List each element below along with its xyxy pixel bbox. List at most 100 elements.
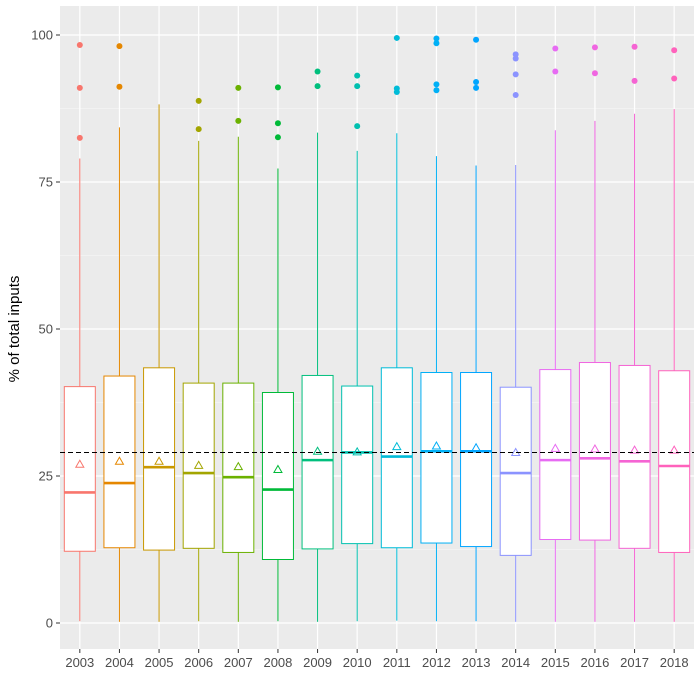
- box-2003: [63, 41, 96, 622]
- outlier-point: [473, 79, 480, 86]
- outlier-point: [433, 40, 440, 47]
- outlier-point: [354, 72, 361, 79]
- box-iqr: [618, 364, 651, 549]
- box-iqr: [420, 372, 453, 544]
- outlier-point: [116, 43, 123, 50]
- box-iqr: [261, 392, 294, 560]
- box-2009: [301, 68, 334, 622]
- outlier-point: [433, 87, 440, 94]
- box-2010: [341, 72, 374, 622]
- outlier-point: [274, 134, 281, 141]
- outlier-point: [354, 83, 361, 90]
- box-series: [63, 34, 691, 622]
- y-tick-label: 25: [39, 469, 53, 484]
- box-2005: [143, 104, 176, 622]
- x-tick-label: 2004: [105, 655, 134, 670]
- outlier-point: [473, 84, 480, 91]
- outlier-point: [195, 126, 202, 133]
- box-iqr: [658, 370, 691, 553]
- box-2017: [618, 43, 651, 622]
- outlier-point: [76, 41, 83, 48]
- x-tick-label: 2006: [184, 655, 213, 670]
- outlier-point: [314, 68, 321, 75]
- box-2008: [261, 84, 294, 622]
- mean-marker: [233, 461, 244, 471]
- x-tick-label: 2012: [422, 655, 451, 670]
- x-tick-label: 2015: [541, 655, 570, 670]
- box-2011: [380, 34, 413, 621]
- outlier-point: [512, 91, 519, 98]
- outlier-point: [473, 36, 480, 43]
- x-tick-label: 2017: [620, 655, 649, 670]
- box-iqr: [143, 367, 176, 551]
- box-iqr: [103, 375, 136, 549]
- outlier-point: [235, 117, 242, 124]
- y-tick-label: 100: [31, 28, 53, 43]
- x-tick-label: 2003: [65, 655, 94, 670]
- outlier-point: [76, 84, 83, 91]
- mean-marker: [154, 456, 164, 465]
- outlier-point: [671, 75, 678, 82]
- mean-marker: [273, 464, 283, 474]
- outlier-point: [433, 35, 440, 42]
- x-tick-label: 2010: [343, 655, 372, 670]
- x-tick-label: 2007: [224, 655, 253, 670]
- outlier-point: [552, 68, 559, 75]
- outlier-point: [274, 120, 281, 127]
- box-iqr: [182, 382, 215, 549]
- mean-marker: [312, 446, 323, 455]
- x-tick-label: 2005: [145, 655, 174, 670]
- y-tick-label: 50: [39, 322, 53, 337]
- mean-marker: [193, 460, 204, 469]
- x-tick-label: 2014: [501, 655, 530, 670]
- mean-marker: [114, 456, 125, 465]
- x-tick-label: 2018: [660, 655, 689, 670]
- outlier-point: [512, 51, 519, 58]
- mean-marker: [550, 443, 561, 452]
- mean-marker: [74, 459, 85, 468]
- box-2004: [103, 43, 136, 622]
- y-axis-title: % of total inputs: [6, 276, 23, 383]
- box-2018: [658, 47, 691, 622]
- outlier-point: [195, 97, 202, 104]
- box-iqr: [460, 372, 493, 548]
- box-iqr: [341, 385, 374, 545]
- box-iqr: [578, 362, 611, 541]
- mean-marker: [391, 441, 402, 451]
- box-2015: [539, 45, 572, 622]
- outlier-point: [354, 123, 361, 130]
- outlier-point: [631, 43, 638, 50]
- outlier-point: [393, 34, 400, 41]
- outlier-point: [512, 55, 519, 62]
- outlier-point: [671, 47, 678, 54]
- box-2016: [578, 44, 611, 622]
- x-tick-label: 2011: [383, 655, 411, 670]
- mean-marker: [431, 441, 442, 450]
- y-axis: 0 25 50 75 100: [31, 28, 60, 631]
- x-axis: 2003 2004 2005 2006 2007 2008 2009 2010 2011 2012…: [65, 649, 689, 670]
- box-iqr: [539, 369, 572, 541]
- mean-marker: [590, 443, 600, 453]
- outlier-point: [314, 83, 321, 90]
- box-iqr: [63, 386, 96, 552]
- y-tick-label: 75: [39, 175, 53, 190]
- mean-marker: [669, 445, 680, 454]
- x-tick-label: 2008: [263, 655, 292, 670]
- mean-marker: [629, 445, 640, 454]
- x-tick-label: 2009: [303, 655, 332, 670]
- box-2006: [182, 97, 215, 622]
- outlier-point: [274, 84, 281, 91]
- mean-marker: [471, 442, 481, 452]
- x-tick-label: 2013: [462, 655, 491, 670]
- box-2007: [222, 84, 255, 622]
- outlier-point: [76, 134, 83, 141]
- outlier-point: [393, 85, 400, 92]
- outlier-point: [591, 44, 598, 51]
- box-2012: [420, 35, 453, 622]
- plot-panel: [60, 6, 694, 649]
- box-iqr: [301, 374, 334, 550]
- box-iqr: [222, 382, 255, 553]
- box-2014: [499, 51, 532, 622]
- x-tick-label: 2016: [580, 655, 609, 670]
